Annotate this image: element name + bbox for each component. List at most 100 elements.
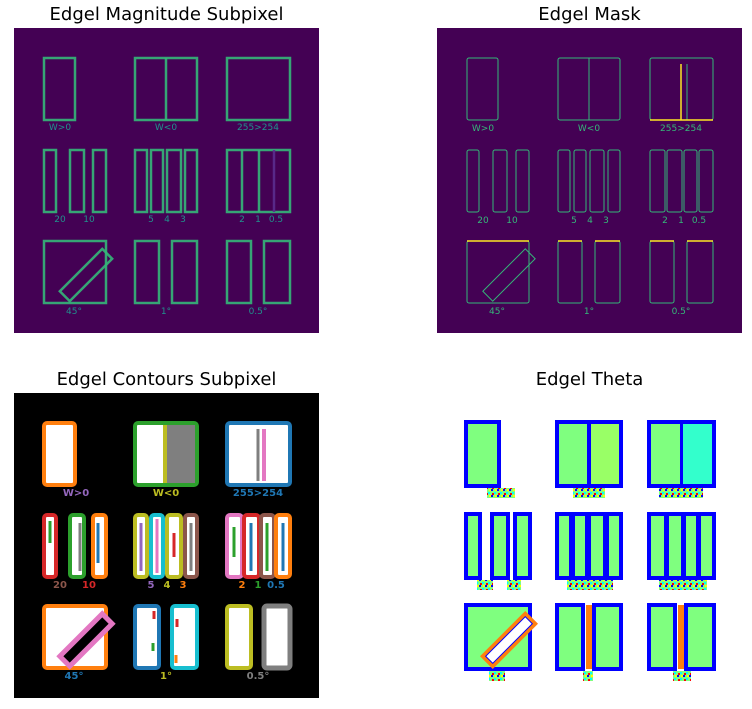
cont-label-3: 3 bbox=[180, 580, 187, 591]
mask-label-255: 255>254 bbox=[660, 124, 702, 134]
mask-rect-8a bbox=[557, 240, 583, 304]
cont-rect-8a bbox=[133, 604, 161, 670]
mag-label-w-pos: W>0 bbox=[49, 123, 71, 133]
mask-rect-4a bbox=[466, 149, 480, 213]
theta-noise-3 bbox=[659, 488, 703, 498]
mask-label-1: 1 bbox=[678, 216, 684, 226]
mag-label-10: 10 bbox=[83, 215, 95, 225]
mag-label-w-neg: W<0 bbox=[155, 123, 177, 133]
mag-label-05deg: 0.5° bbox=[249, 307, 268, 317]
mag-rect-1 bbox=[42, 56, 77, 122]
mask-rect-4b bbox=[492, 149, 508, 213]
cont-label-w-pos: W>0 bbox=[63, 488, 89, 499]
mag-rect-9b bbox=[262, 239, 292, 305]
title-contours: Edgel Contours Subpixel bbox=[56, 369, 277, 390]
mask-label-4: 4 bbox=[587, 216, 593, 226]
cont-label-1deg: 1° bbox=[160, 671, 172, 682]
cont-label-4: 4 bbox=[164, 580, 171, 591]
theta-rect-9b bbox=[688, 607, 712, 667]
theta-noise-4 bbox=[477, 580, 493, 590]
mask-label-20: 20 bbox=[477, 216, 489, 226]
mag-rect-5c bbox=[165, 148, 183, 214]
cont-rect-4a bbox=[42, 513, 58, 579]
theta-rect-2a bbox=[559, 424, 587, 484]
mask-label-w-neg: W<0 bbox=[578, 124, 600, 134]
mag-label-05: 0.5 bbox=[269, 215, 283, 225]
mask-image: W>0 W<0 255>254 20 10 5 4 3 2 1 0.5 45° … bbox=[437, 28, 742, 333]
theta-rect-5d bbox=[609, 516, 619, 576]
mag-rect-8a bbox=[133, 239, 161, 305]
mag-label-1deg: 1° bbox=[161, 307, 171, 317]
mag-label-20: 20 bbox=[54, 215, 66, 225]
theta-rot-7 bbox=[484, 615, 534, 665]
cont-rect-4b bbox=[68, 513, 86, 579]
mask-rect-8b bbox=[594, 240, 621, 304]
mask-rect-6a bbox=[649, 149, 666, 213]
theta-rect-1 bbox=[468, 424, 497, 484]
theta-rect-4a bbox=[468, 516, 478, 576]
mask-rect-9a bbox=[649, 240, 675, 304]
theta-noise-5 bbox=[507, 580, 521, 590]
mask-label-w-pos: W>0 bbox=[472, 124, 494, 134]
cont-rect-1 bbox=[42, 421, 77, 487]
theta-rect-6b bbox=[669, 516, 681, 576]
theta-rect-2b bbox=[591, 424, 619, 484]
theta-shapes bbox=[464, 420, 716, 681]
cont-rect-7 bbox=[42, 604, 108, 670]
cont-label-10: 10 bbox=[82, 580, 96, 591]
cont-label-45: 45° bbox=[65, 671, 84, 682]
mask-rect-5d bbox=[607, 149, 621, 213]
magnitude-image: W>0 W<0 255>254 20 10 5 4 3 2 1 0.5 45° … bbox=[14, 28, 319, 333]
mask-rect-6b bbox=[666, 149, 683, 213]
mag-label-3: 3 bbox=[180, 215, 186, 225]
contours-image: W>0 W<0 255>254 20 10 5 4 3 2 1 0.5 45° … bbox=[14, 393, 319, 698]
mag-label-4: 4 bbox=[164, 215, 170, 225]
cont-rect-9b bbox=[261, 603, 293, 671]
theta-rect-5a bbox=[559, 516, 569, 576]
theta-rect-8a bbox=[559, 607, 581, 667]
mag-rect-5d bbox=[183, 148, 199, 214]
theta-noise-10 bbox=[673, 671, 691, 681]
mag-rect-5b bbox=[149, 148, 165, 214]
mask-rect-6d bbox=[698, 149, 714, 213]
theta-rect-3b bbox=[683, 424, 712, 484]
mask-rect-1 bbox=[466, 57, 499, 121]
mask-rot-7 bbox=[482, 248, 536, 302]
theta-image bbox=[437, 393, 742, 698]
theta-canvas bbox=[464, 420, 716, 681]
mag-label-5: 5 bbox=[148, 215, 154, 225]
mask-rect-5b bbox=[573, 149, 587, 213]
cont-label-05deg: 0.5° bbox=[247, 671, 270, 682]
mag-label-45: 45° bbox=[66, 307, 82, 317]
title-theta: Edgel Theta bbox=[535, 369, 644, 390]
mask-rect-4c bbox=[515, 149, 530, 213]
title-magnitude: Edgel Magnitude Subpixel bbox=[49, 4, 284, 25]
theta-rect-6c bbox=[686, 516, 696, 576]
mask-label-05deg: 0.5° bbox=[672, 307, 691, 317]
cont-label-w-neg: W<0 bbox=[153, 488, 179, 499]
theta-rect-8b bbox=[596, 607, 619, 667]
mag-label-1: 1 bbox=[255, 215, 261, 225]
magnitude-canvas: W>0 W<0 255>254 20 10 5 4 3 2 1 0.5 45° … bbox=[42, 56, 292, 317]
cont-label-2: 2 bbox=[239, 580, 246, 591]
mask-canvas: W>0 W<0 255>254 20 10 5 4 3 2 1 0.5 45° … bbox=[466, 57, 714, 317]
contours-canvas: W>0 W<0 255>254 20 10 5 4 3 2 1 0.5 45° … bbox=[42, 421, 293, 682]
mask-label-1deg: 1° bbox=[584, 307, 594, 317]
mask-rect-5a bbox=[557, 149, 571, 213]
theta-rect-6d bbox=[701, 516, 712, 576]
mask-rect-5c bbox=[589, 149, 605, 213]
cont-rect-9a bbox=[225, 604, 253, 670]
theta-rect-4c bbox=[517, 516, 528, 576]
theta-rect-4b bbox=[494, 516, 506, 576]
mask-label-05: 0.5 bbox=[692, 216, 706, 226]
mag-label-2: 2 bbox=[239, 215, 245, 225]
mag-rect-5a bbox=[133, 148, 149, 214]
cont-label-05: 0.5 bbox=[267, 580, 285, 591]
mask-rect-6c bbox=[683, 149, 698, 213]
mag-rect-4c bbox=[91, 148, 108, 214]
theta-seam-9 bbox=[678, 605, 684, 669]
mask-label-3: 3 bbox=[603, 216, 609, 226]
theta-rect-5c bbox=[591, 516, 603, 576]
mask-label-5: 5 bbox=[571, 216, 577, 226]
cont-gray-2 bbox=[166, 425, 195, 483]
